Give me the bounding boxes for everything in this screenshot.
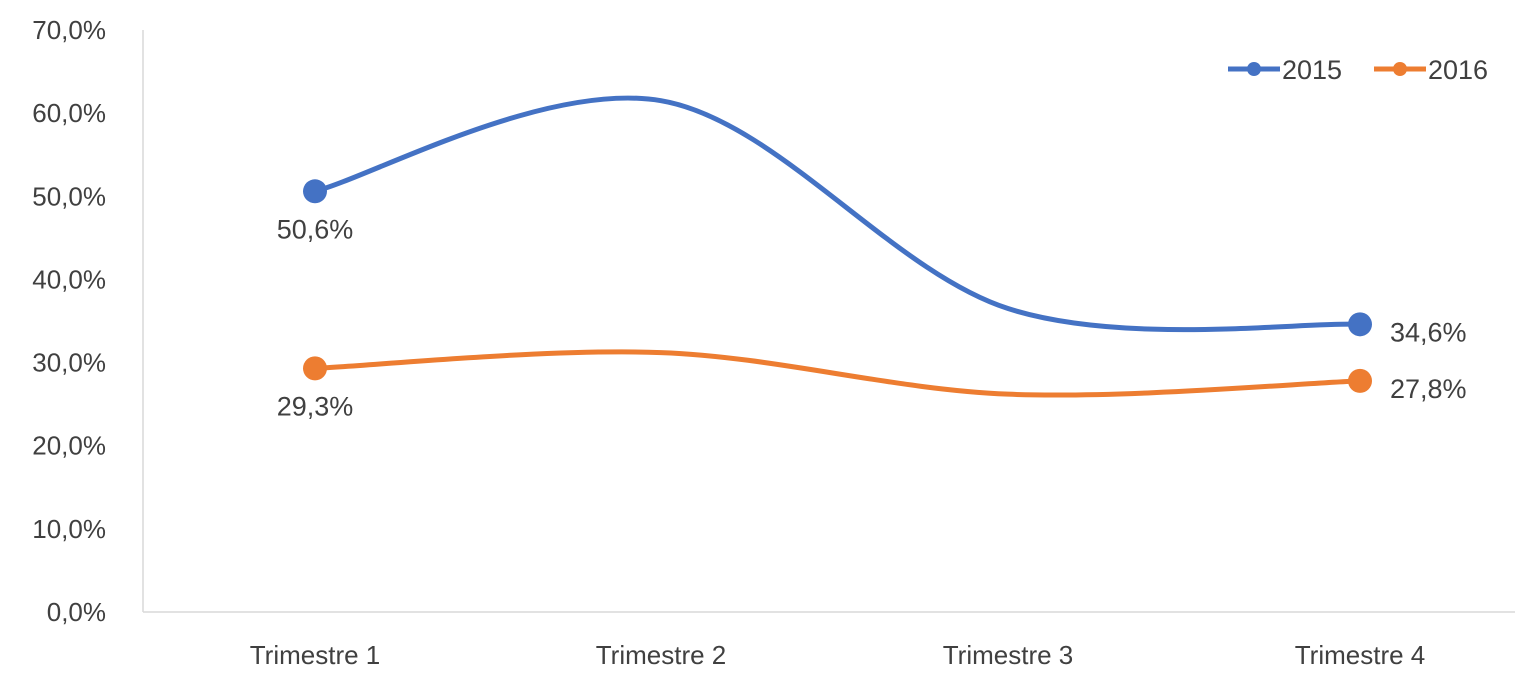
y-tick-label: 10,0% <box>32 514 106 544</box>
y-tick-label: 40,0% <box>32 264 106 294</box>
x-tick-label: Trimestre 4 <box>1295 640 1426 670</box>
y-tick-label: 0,0% <box>47 597 106 627</box>
legend-label: 2015 <box>1282 55 1342 85</box>
x-tick-label: Trimestre 3 <box>943 640 1074 670</box>
data-point-2016 <box>303 356 327 381</box>
axes: 0,0% 10,0% 20,0% 30,0% 40,0% 50,0% 60,0% 70,0% T… <box>32 15 1515 670</box>
y-tick-label: 20,0% <box>32 431 106 461</box>
x-tick-label: Trimestre 2 <box>596 640 727 670</box>
data-point-2015 <box>1348 312 1372 337</box>
data-labels: 50,6% 34,6% 29,3% 27,8% <box>277 214 1467 421</box>
data-label-2015: 34,6% <box>1390 317 1467 347</box>
legend: 2015 2016 <box>1228 55 1488 85</box>
series-line-2015 <box>312 95 1363 333</box>
series-lines <box>312 95 1363 398</box>
x-tick-label: Trimestre 1 <box>250 640 381 670</box>
data-label-2016: 27,8% <box>1390 374 1467 404</box>
series-line-2016 <box>312 349 1363 398</box>
data-label-2015: 50,6% <box>277 214 354 244</box>
y-tick-label: 60,0% <box>32 98 106 128</box>
legend-swatch-marker <box>1247 62 1261 76</box>
data-point-2016 <box>1348 368 1372 393</box>
legend-swatch-marker <box>1393 62 1407 76</box>
legend-item-2015: 2015 <box>1228 55 1342 85</box>
y-tick-label: 70,0% <box>32 15 106 45</box>
series-markers <box>303 179 1372 393</box>
data-point-2015 <box>303 179 327 204</box>
legend-item-2016: 2016 <box>1374 55 1488 85</box>
y-tick-label: 30,0% <box>32 348 106 378</box>
legend-label: 2016 <box>1428 55 1488 85</box>
data-label-2016: 29,3% <box>277 391 354 421</box>
y-tick-label: 50,0% <box>32 181 106 211</box>
